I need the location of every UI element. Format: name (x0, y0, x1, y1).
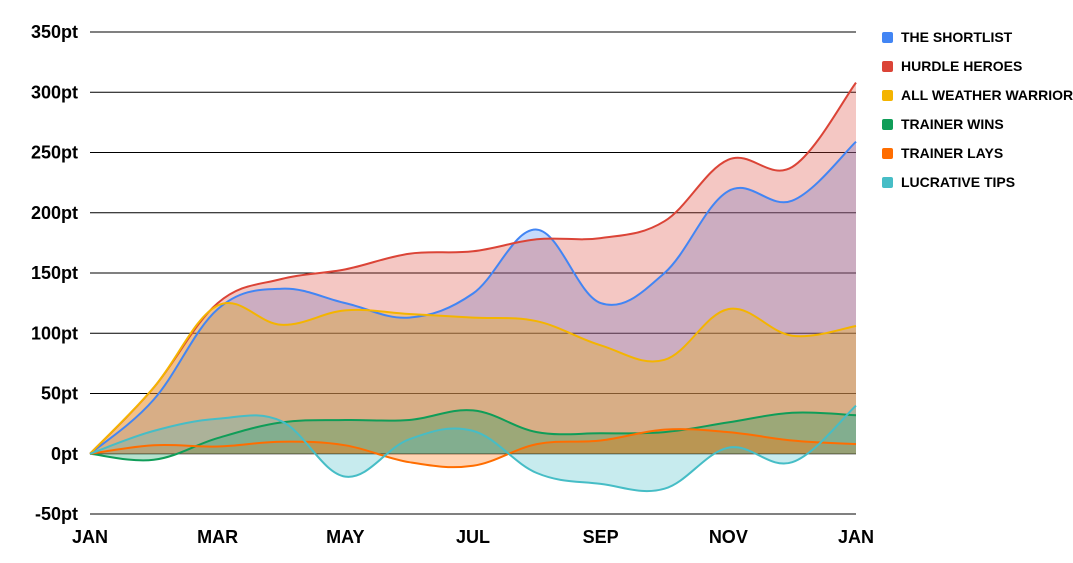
legend: THE SHORTLIST HURDLE HEROES ALL WEATHER WA… (882, 29, 1073, 190)
legend-swatch (882, 32, 893, 43)
legend-swatch (882, 148, 893, 159)
series-lines (89, 81, 857, 493)
legend-item-lucrative-tips: LUCRATIVE TIPS (882, 174, 1015, 190)
x-tick-label: MAR (197, 527, 238, 547)
legend-item-all-weather-warriors: ALL WEATHER WARRIORS (882, 87, 1073, 103)
area-lucrative-tips (90, 405, 856, 492)
area-the-shortlist (90, 141, 856, 454)
line-lucrative-tips (89, 404, 857, 493)
series-areas (90, 82, 856, 492)
legend-item-trainer-wins: TRAINER WINS (882, 116, 1004, 132)
x-tick-label: JUL (456, 527, 490, 547)
x-tick-label: JAN (72, 527, 108, 547)
y-tick-label: 50pt (41, 384, 78, 404)
y-tick-label: 150pt (31, 263, 78, 283)
y-tick-label: 300pt (31, 82, 78, 102)
y-tick-label: 350pt (31, 22, 78, 42)
line-all-weather-warriors (89, 302, 857, 455)
line-the-shortlist (89, 140, 857, 455)
legend-swatch (882, 177, 893, 188)
gridlines (90, 31, 856, 515)
area-hurdle-heroes (90, 82, 856, 454)
x-axis-ticks: JAN MAR MAY JUL SEP NOV JAN (72, 527, 874, 547)
y-tick-label: -50pt (35, 504, 78, 524)
x-tick-label: NOV (709, 527, 748, 547)
y-tick-label: 200pt (31, 203, 78, 223)
y-axis-ticks: 350pt 300pt 250pt 200pt 150pt 100pt 50pt 0pt -50… (31, 22, 78, 524)
y-tick-label: 100pt (31, 323, 78, 343)
line-trainer-wins (89, 409, 857, 462)
x-tick-label: SEP (583, 527, 619, 547)
legend-item-the-shortlist: THE SHORTLIST (882, 29, 1013, 45)
x-tick-label: JAN (838, 527, 874, 547)
legend-label: LUCRATIVE TIPS (901, 174, 1015, 190)
legend-swatch (882, 119, 893, 130)
legend-label: ALL WEATHER WARRIORS (901, 87, 1073, 103)
legend-swatch (882, 90, 893, 101)
legend-item-trainer-lays: TRAINER LAYS (882, 145, 1003, 161)
area-all-weather-warriors (90, 302, 856, 454)
legend-label: THE SHORTLIST (901, 29, 1013, 45)
legend-label: HURDLE HEROES (901, 58, 1022, 74)
y-tick-label: 0pt (51, 444, 78, 464)
x-tick-label: MAY (326, 527, 364, 547)
legend-label: TRAINER WINS (901, 116, 1004, 132)
area-trainer-lays (90, 429, 856, 468)
legend-swatch (882, 61, 893, 72)
y-tick-label: 250pt (31, 143, 78, 163)
line-trainer-lays (89, 428, 857, 469)
legend-label: TRAINER LAYS (901, 145, 1003, 161)
legend-item-hurdle-heroes: HURDLE HEROES (882, 58, 1022, 74)
